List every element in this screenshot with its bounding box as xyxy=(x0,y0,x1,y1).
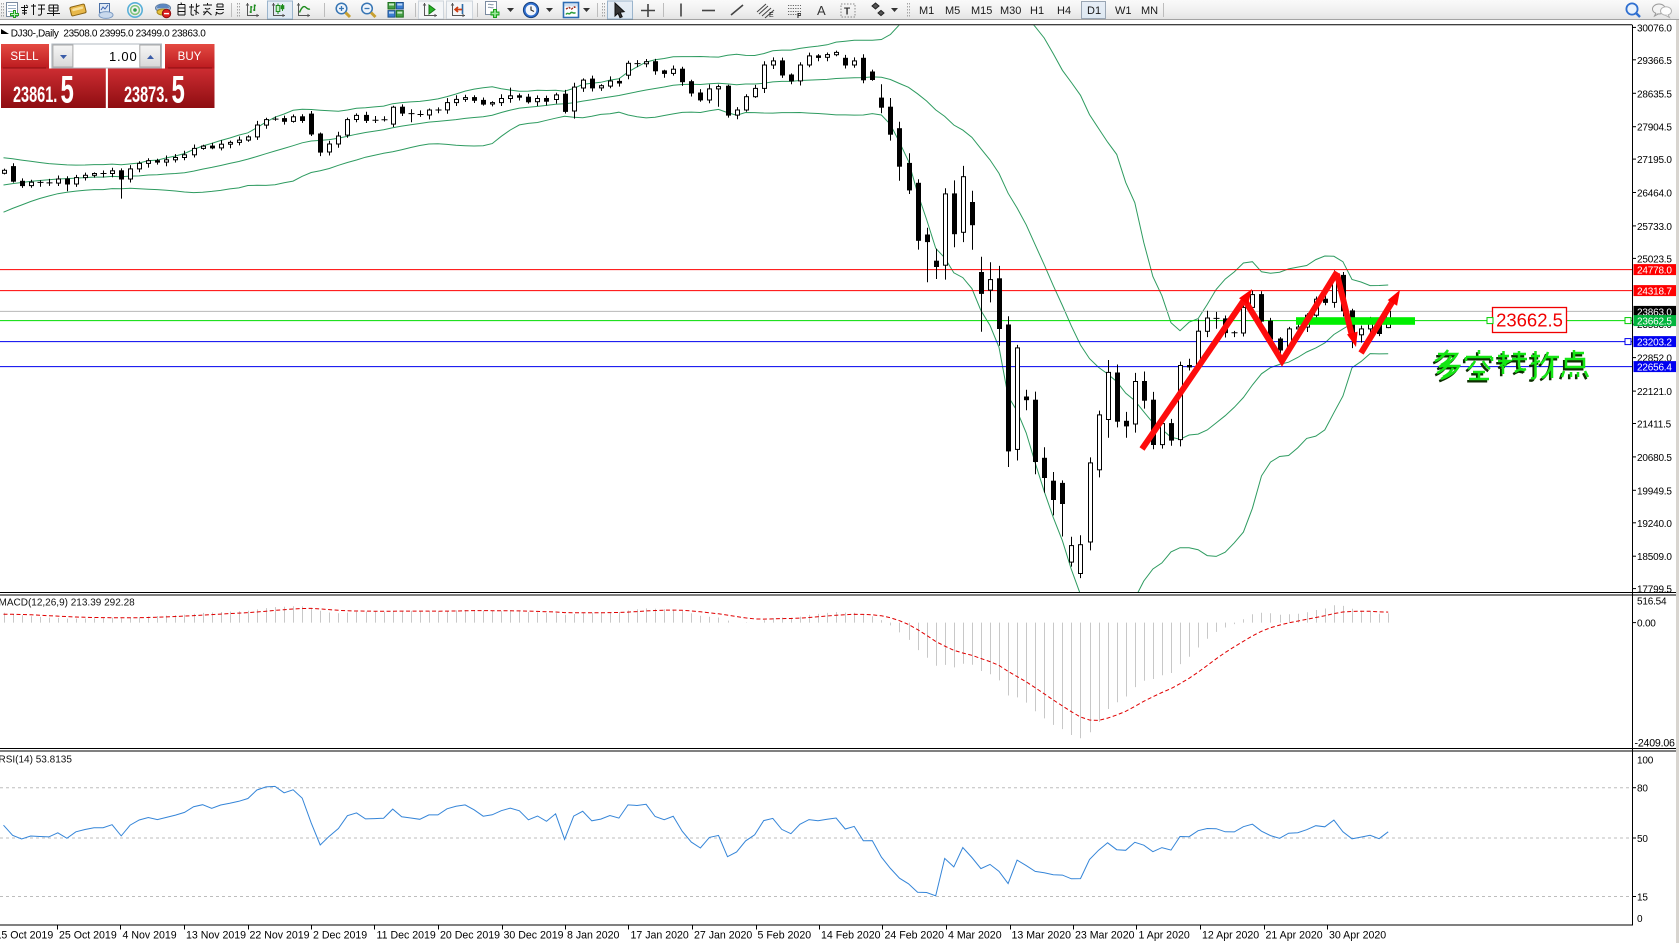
svg-text:27195.0: 27195.0 xyxy=(1637,155,1672,166)
svg-text:23662.5: 23662.5 xyxy=(1637,317,1672,328)
svg-text:0: 0 xyxy=(1637,914,1643,925)
svg-text:50: 50 xyxy=(1637,834,1648,845)
svg-text:24 Feb 2020: 24 Feb 2020 xyxy=(885,930,945,942)
svg-text:19949.5: 19949.5 xyxy=(1637,486,1672,497)
svg-text:30 Dec 2019: 30 Dec 2019 xyxy=(504,930,564,942)
svg-text:28635.5: 28635.5 xyxy=(1637,89,1672,100)
svg-text:25733.0: 25733.0 xyxy=(1637,222,1672,233)
svg-text:22852.0: 22852.0 xyxy=(1637,354,1672,365)
svg-text:8 Jan 2020: 8 Jan 2020 xyxy=(567,930,620,942)
svg-text:22 Nov 2019: 22 Nov 2019 xyxy=(250,930,310,942)
svg-text:1 Apr 2020: 1 Apr 2020 xyxy=(1139,930,1190,942)
svg-text:18509.0: 18509.0 xyxy=(1637,552,1672,563)
svg-text:516.54: 516.54 xyxy=(1637,597,1667,608)
svg-text:26464.0: 26464.0 xyxy=(1637,189,1672,200)
svg-text:M15: M15 xyxy=(971,5,992,17)
svg-text:RSI(14) 53.8135: RSI(14) 53.8135 xyxy=(0,755,72,766)
svg-text:30 Apr 2020: 30 Apr 2020 xyxy=(1329,930,1386,942)
svg-text:1.00: 1.00 xyxy=(109,49,138,64)
svg-text:21 Apr 2020: 21 Apr 2020 xyxy=(1266,930,1323,942)
svg-text:F: F xyxy=(797,13,802,20)
svg-text:29366.5: 29366.5 xyxy=(1637,56,1672,67)
svg-text:23861.: 23861. xyxy=(13,82,57,107)
svg-text:2 Dec 2019: 2 Dec 2019 xyxy=(313,930,367,942)
svg-text:20680.5: 20680.5 xyxy=(1637,453,1672,464)
svg-text:SELL: SELL xyxy=(10,51,39,63)
svg-text:21411.5: 21411.5 xyxy=(1637,420,1672,431)
svg-text:5: 5 xyxy=(172,67,185,110)
svg-text:11 Dec 2019: 11 Dec 2019 xyxy=(377,930,436,942)
svg-text:DJ30-,Daily 23508.0 23995.0 2: DJ30-,Daily 23508.0 23995.0 23499.0 2386… xyxy=(11,29,207,40)
svg-text:23 Mar 2020: 23 Mar 2020 xyxy=(1075,930,1135,942)
svg-text:A: A xyxy=(817,3,826,18)
svg-text:17 Jan 2020: 17 Jan 2020 xyxy=(631,930,689,942)
svg-text:E: E xyxy=(769,12,774,19)
svg-text:M30: M30 xyxy=(1000,5,1021,17)
svg-text:19240.0: 19240.0 xyxy=(1637,519,1672,530)
svg-text:T: T xyxy=(844,7,850,18)
svg-text:24318.7: 24318.7 xyxy=(1637,287,1672,298)
svg-text:D1: D1 xyxy=(1087,5,1101,17)
svg-text:M1: M1 xyxy=(919,5,934,17)
svg-text:5: 5 xyxy=(61,67,74,110)
svg-text:15 Oct 2019: 15 Oct 2019 xyxy=(0,930,53,942)
svg-text:W1: W1 xyxy=(1115,5,1132,17)
svg-text:BUY: BUY xyxy=(178,51,202,63)
svg-text:100: 100 xyxy=(1637,755,1654,766)
svg-text:12 Apr 2020: 12 Apr 2020 xyxy=(1202,930,1259,942)
svg-text:MACD(12,26,9) 213.39 292.28: MACD(12,26,9) 213.39 292.28 xyxy=(0,598,135,609)
svg-text:20 Dec 2019: 20 Dec 2019 xyxy=(440,930,500,942)
svg-text:27904.5: 27904.5 xyxy=(1637,123,1672,134)
svg-text:80: 80 xyxy=(1637,784,1648,795)
svg-text:H4: H4 xyxy=(1057,5,1071,17)
svg-text:M5: M5 xyxy=(945,5,960,17)
svg-text:22656.4: 22656.4 xyxy=(1637,363,1672,374)
svg-text:14 Feb 2020: 14 Feb 2020 xyxy=(821,930,881,942)
svg-text:23863.0: 23863.0 xyxy=(1637,307,1672,318)
svg-text:25 Oct 2019: 25 Oct 2019 xyxy=(59,930,117,942)
svg-text:0.00: 0.00 xyxy=(1637,619,1656,630)
svg-text:13 Nov 2019: 13 Nov 2019 xyxy=(186,930,246,942)
svg-text:13 Mar 2020: 13 Mar 2020 xyxy=(1012,930,1072,942)
svg-text:4 Nov 2019: 4 Nov 2019 xyxy=(123,930,177,942)
svg-text:5 Feb 2020: 5 Feb 2020 xyxy=(758,930,812,942)
svg-text:24778.0: 24778.0 xyxy=(1637,266,1672,277)
svg-text:4 Mar 2020: 4 Mar 2020 xyxy=(948,930,1002,942)
svg-text:17799.5: 17799.5 xyxy=(1637,585,1672,596)
svg-text:15: 15 xyxy=(1637,893,1648,904)
svg-text:23873.: 23873. xyxy=(124,82,168,107)
svg-text:H1: H1 xyxy=(1030,5,1044,17)
svg-text:30076.0: 30076.0 xyxy=(1637,23,1672,34)
svg-text:-2409.06: -2409.06 xyxy=(1635,738,1676,750)
svg-text:22121.0: 22121.0 xyxy=(1637,387,1672,398)
svg-text:23203.2: 23203.2 xyxy=(1637,338,1672,349)
svg-text:23662.5: 23662.5 xyxy=(1496,310,1563,331)
svg-text:MN: MN xyxy=(1141,5,1158,17)
svg-text:27 Jan 2020: 27 Jan 2020 xyxy=(694,930,752,942)
svg-text:25023.5: 25023.5 xyxy=(1637,254,1672,265)
